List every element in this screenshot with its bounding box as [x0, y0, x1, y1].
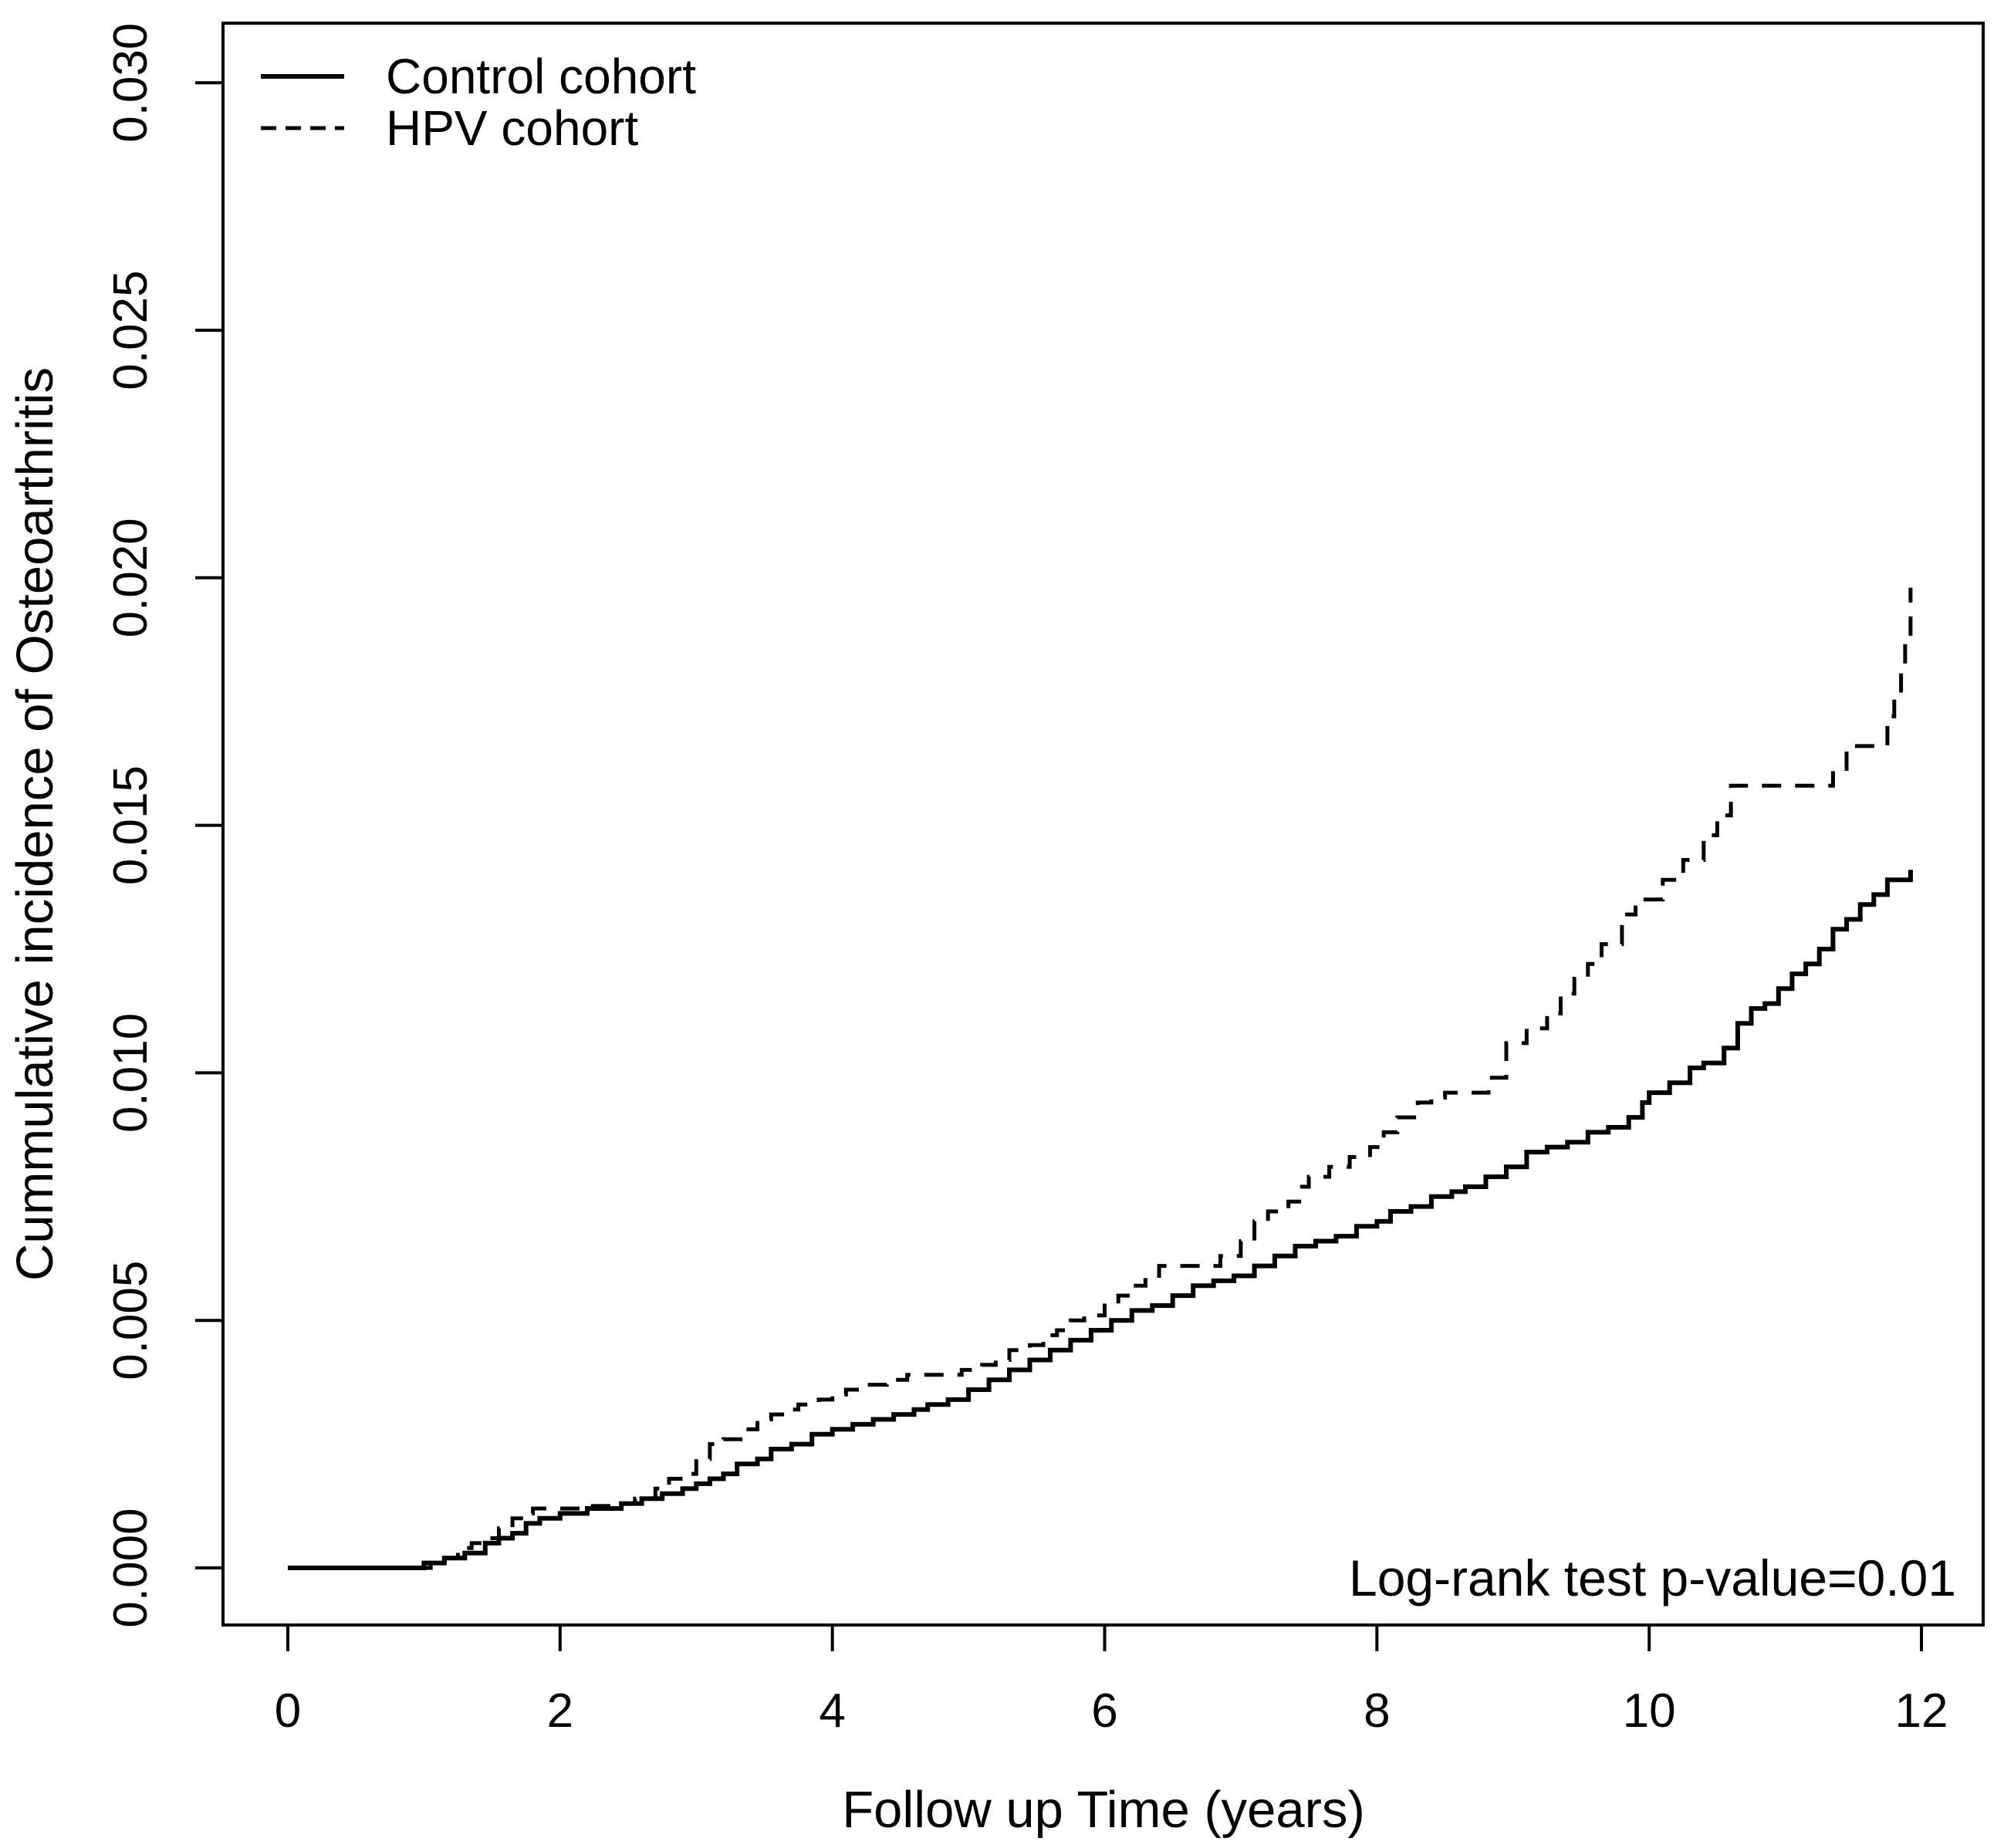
x-tick-label: 10 [1623, 1684, 1676, 1738]
pvalue-annotation: Log-rank test p-value=0.01 [1349, 1549, 1956, 1606]
y-tick-label: 0.030 [104, 23, 157, 143]
hpv-cohort-curve [288, 587, 1913, 1570]
x-tick-label: 8 [1364, 1684, 1390, 1738]
legend-label-hpv: HPV cohort [386, 100, 638, 156]
y-tick-label: 0.000 [104, 1508, 157, 1627]
legend-label-control: Control cohort [386, 49, 696, 104]
legend: Control cohort HPV cohort [261, 49, 696, 156]
x-tick-label: 2 [547, 1684, 573, 1738]
x-tick-label: 4 [819, 1684, 845, 1738]
x-tick-label: 0 [275, 1684, 301, 1738]
x-axis-ticks: 0 2 4 6 8 10 12 [275, 1625, 1948, 1738]
x-axis-title: Follow up Time (years) [842, 1781, 1365, 1839]
y-tick-label: 0.015 [104, 765, 157, 885]
x-tick-label: 12 [1895, 1684, 1948, 1738]
y-axis-ticks: 0.000 0.005 0.010 0.015 0.020 0.025 0.030 [104, 23, 223, 1628]
x-tick-label: 6 [1091, 1684, 1117, 1738]
curves-group [288, 587, 1913, 1570]
control-cohort-curve [288, 870, 1913, 1570]
y-tick-label: 0.005 [104, 1261, 157, 1380]
y-tick-label: 0.025 [104, 270, 157, 390]
y-tick-label: 0.020 [104, 518, 157, 637]
y-tick-label: 0.010 [104, 1013, 157, 1133]
y-axis-title: Cummulative incidence of Osteoarthritis [6, 367, 64, 1281]
